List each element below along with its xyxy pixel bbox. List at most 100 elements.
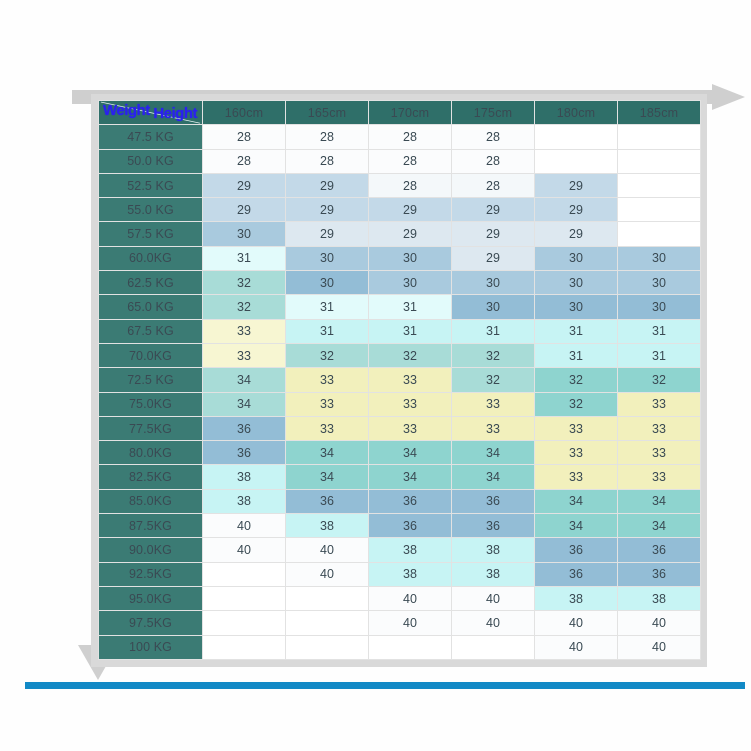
size-cell: 30 <box>285 270 369 296</box>
size-cell: 29 <box>285 221 369 247</box>
size-cell: 30 <box>534 294 618 320</box>
size-cell: 36 <box>534 537 618 563</box>
size-cell: 29 <box>534 172 618 199</box>
row-header-weight: 60.0KG <box>98 245 203 272</box>
size-cell: 36 <box>617 537 701 563</box>
table-row: 85.0KG 38 36 36 36 34 34 <box>98 488 701 515</box>
size-cell: 31 <box>534 318 618 344</box>
row-header-weight: 55.0 KG <box>98 197 203 223</box>
row-header-weight: 62.5 KG <box>98 270 203 296</box>
size-cell: 30 <box>617 245 701 272</box>
size-cell: 38 <box>368 537 452 563</box>
size-cell: 40 <box>451 610 535 636</box>
size-cell: 40 <box>534 634 618 660</box>
size-cell: 36 <box>285 488 369 515</box>
row-header-weight: 100 KG <box>98 634 203 660</box>
size-cell: 40 <box>617 610 701 636</box>
table-row: 80.0KG 36 34 34 34 33 33 <box>98 440 701 466</box>
size-cell: 33 <box>368 415 452 442</box>
corner-label-weight: Weight <box>103 102 150 120</box>
column-header-180cm: 180cm <box>534 99 618 126</box>
size-cell: 28 <box>368 148 452 174</box>
size-cell: 32 <box>534 367 618 393</box>
size-cell: 31 <box>285 294 369 320</box>
size-cell: 40 <box>285 561 369 587</box>
table-row: 75.0KG 34 33 33 33 32 33 <box>98 391 701 417</box>
size-cell: 33 <box>451 391 535 417</box>
table-header: Height Weight 160cm 165cm 170cm 175cm 180cm 1… <box>98 99 701 126</box>
size-cell: 29 <box>451 221 535 247</box>
table-row: 60.0KG 31 30 30 29 30 30 <box>98 245 701 272</box>
size-cell: 31 <box>617 318 701 344</box>
size-cell: 28 <box>451 124 535 150</box>
size-cell: 33 <box>534 415 618 442</box>
size-cell <box>202 634 286 660</box>
size-cell: 34 <box>617 488 701 515</box>
size-cell: 28 <box>368 124 452 150</box>
size-cell <box>617 148 701 174</box>
size-cell: 28 <box>202 148 286 174</box>
size-cell: 36 <box>202 415 286 442</box>
size-cell: 33 <box>534 440 618 466</box>
size-cell: 32 <box>451 342 535 369</box>
row-header-weight: 47.5 KG <box>98 124 203 150</box>
size-cell: 33 <box>617 464 701 490</box>
table-row: 92.5KG 40 38 38 36 36 <box>98 561 701 587</box>
size-cell <box>617 221 701 247</box>
size-cell: 33 <box>202 318 286 344</box>
size-cell: 30 <box>285 245 369 272</box>
size-cell: 40 <box>451 585 535 612</box>
row-header-weight: 85.0KG <box>98 488 203 515</box>
size-cell: 33 <box>451 415 535 442</box>
size-cell: 31 <box>451 318 535 344</box>
size-cell: 33 <box>617 415 701 442</box>
table-row: 47.5 KG 28 28 28 28 <box>98 124 701 150</box>
size-cell: 38 <box>534 585 618 612</box>
size-cell: 34 <box>368 440 452 466</box>
size-cell: 40 <box>368 585 452 612</box>
table-row: 82.5KG 38 34 34 34 33 33 <box>98 464 701 490</box>
size-cell: 32 <box>617 367 701 393</box>
size-cell: 28 <box>368 172 452 199</box>
size-cell: 38 <box>617 585 701 612</box>
size-cell: 28 <box>285 124 369 150</box>
header-row: Height Weight 160cm 165cm 170cm 175cm 180cm 1… <box>98 99 701 126</box>
size-cell: 38 <box>368 561 452 587</box>
size-cell: 32 <box>202 270 286 296</box>
size-cell: 34 <box>534 488 618 515</box>
size-cell: 40 <box>285 537 369 563</box>
size-cell: 31 <box>534 342 618 369</box>
size-cell: 30 <box>202 221 286 247</box>
column-header-185cm: 185cm <box>617 99 701 126</box>
row-header-weight: 50.0 KG <box>98 148 203 174</box>
row-header-weight: 72.5 KG <box>98 367 203 393</box>
table-row: 55.0 KG 29 29 29 29 29 <box>98 197 701 223</box>
size-cell: 33 <box>285 391 369 417</box>
row-header-weight: 82.5KG <box>98 464 203 490</box>
size-cell: 33 <box>368 391 452 417</box>
size-cell <box>617 124 701 150</box>
size-cell: 34 <box>285 464 369 490</box>
size-cell: 36 <box>202 440 286 466</box>
size-cell: 30 <box>368 245 452 272</box>
table-row: 65.0 KG 32 31 31 30 30 30 <box>98 294 701 320</box>
size-cell: 36 <box>534 561 618 587</box>
size-cell: 28 <box>202 124 286 150</box>
size-cell: 30 <box>451 294 535 320</box>
row-header-weight: 92.5KG <box>98 561 203 587</box>
table-row: 67.5 KG 33 31 31 31 31 31 <box>98 318 701 344</box>
size-cell <box>285 610 369 636</box>
size-cell: 40 <box>202 537 286 563</box>
size-cell: 30 <box>534 270 618 296</box>
size-cell <box>534 124 618 150</box>
size-cell: 29 <box>368 221 452 247</box>
size-cell: 38 <box>202 464 286 490</box>
size-cell: 34 <box>202 367 286 393</box>
size-cell <box>534 148 618 174</box>
size-cell: 36 <box>451 488 535 515</box>
table-row: 62.5 KG 32 30 30 30 30 30 <box>98 270 701 296</box>
size-cell: 34 <box>617 513 701 539</box>
table-row: 95.0KG 40 40 38 38 <box>98 585 701 612</box>
row-header-weight: 65.0 KG <box>98 294 203 320</box>
